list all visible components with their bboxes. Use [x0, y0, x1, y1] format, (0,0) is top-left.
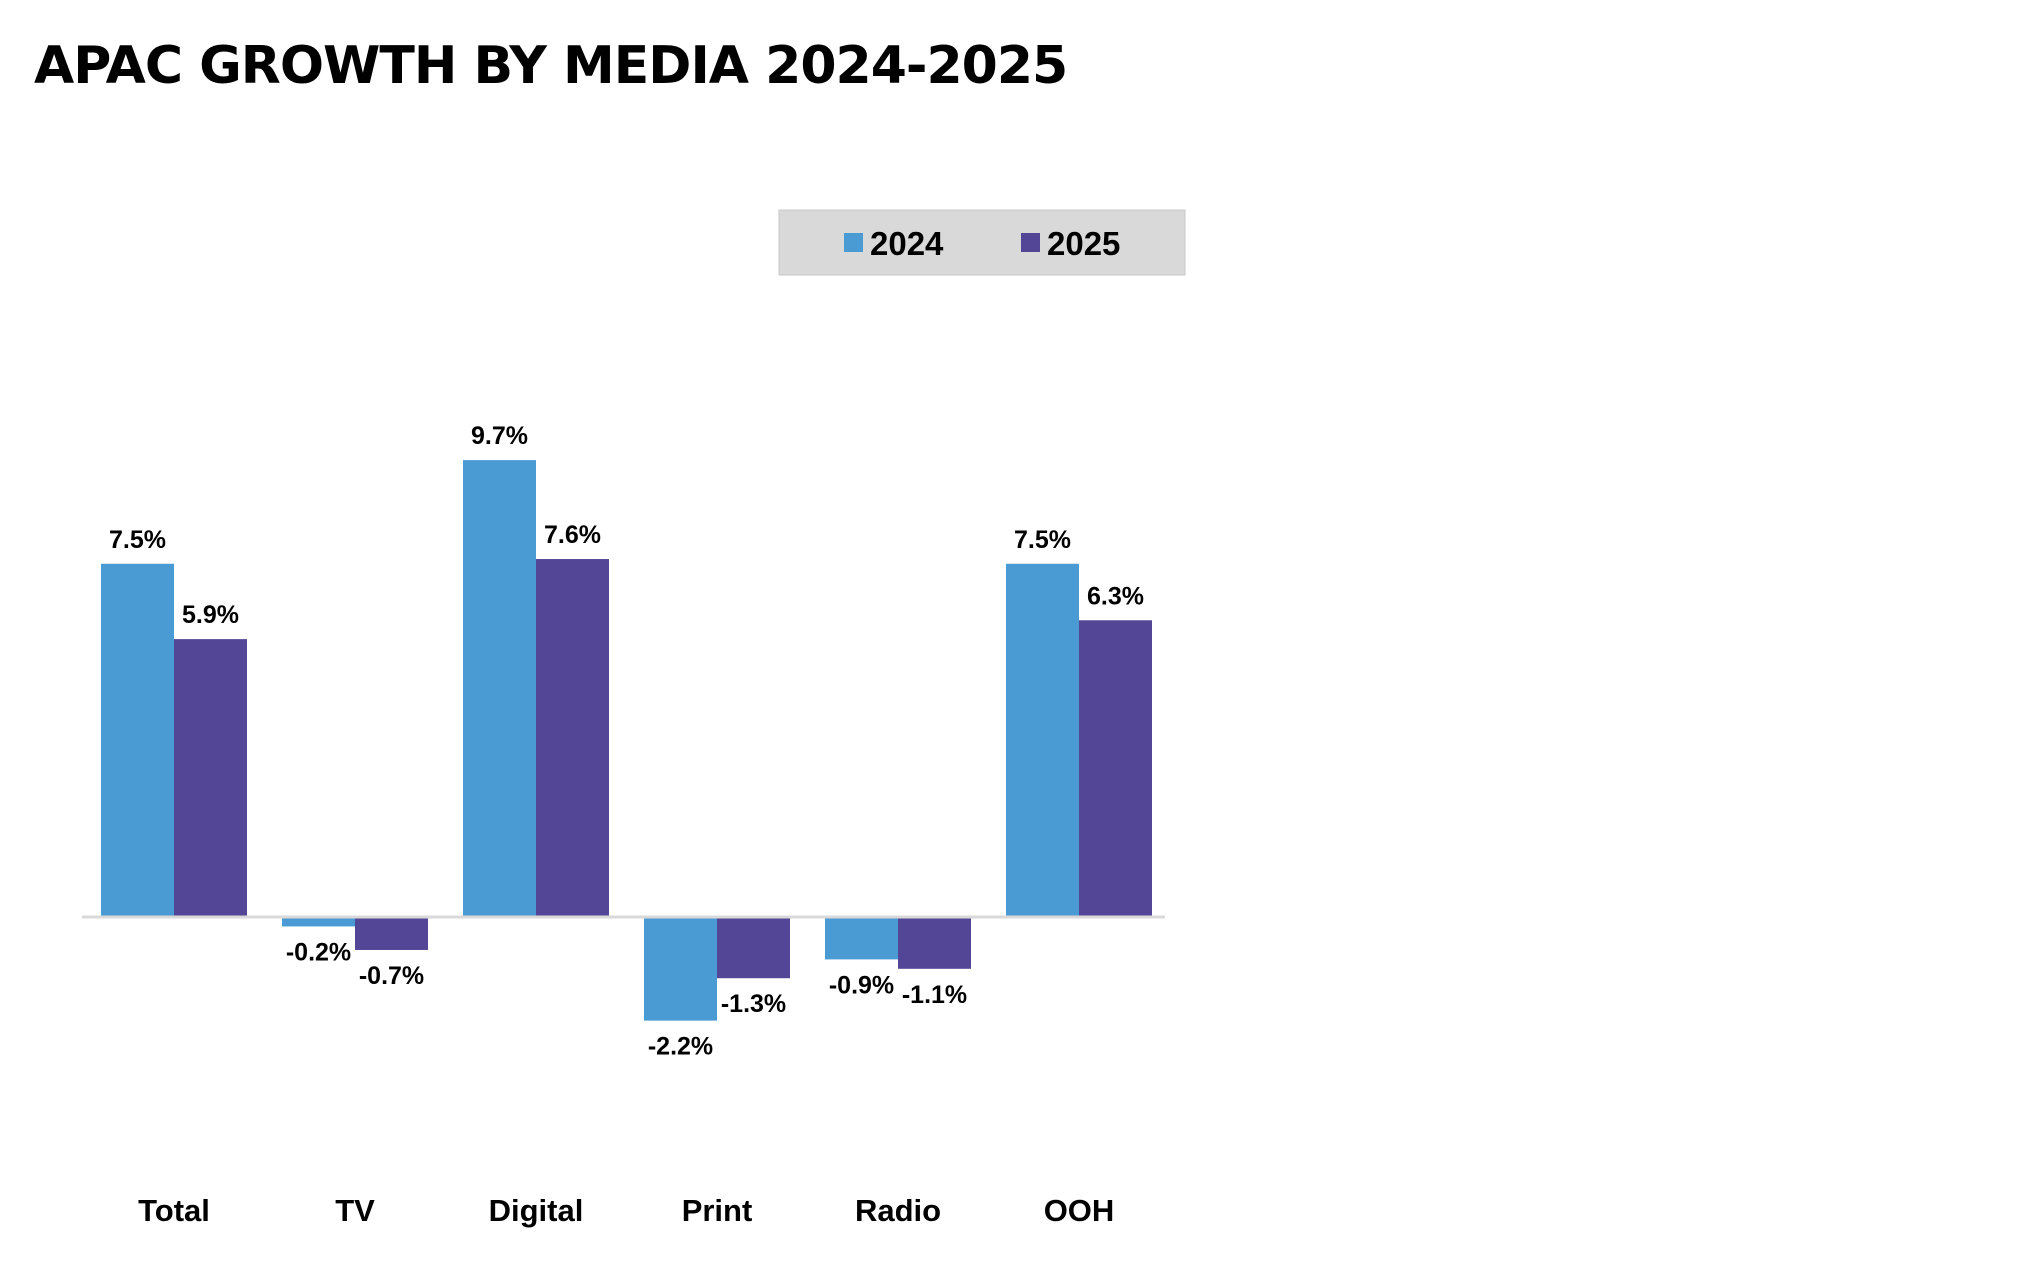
category-label-ooh: OOH [1044, 1193, 1115, 1228]
data-label-2024-digital: 9.7% [471, 422, 528, 450]
data-label-2024-ooh: 7.5% [1014, 526, 1071, 554]
bar-2024-radio [825, 917, 898, 960]
bar-2025-ooh [1079, 620, 1152, 917]
bar-2024-total [101, 563, 174, 917]
bar-2025-digital [536, 559, 609, 917]
chart-title: APAC GROWTH BY MEDIA 2024-2025 [34, 36, 1068, 96]
legend-label-2025: 2025 [1047, 225, 1120, 262]
legend-label-2024: 2024 [870, 225, 944, 262]
bar-2024-digital [463, 460, 536, 917]
data-label-2024-total: 7.5% [109, 526, 166, 554]
bar-2025-tv [355, 917, 428, 950]
data-label-2025-print: -1.3% [721, 990, 786, 1018]
category-label-radio: Radio [855, 1193, 941, 1228]
data-label-2025-tv: -0.7% [359, 962, 424, 990]
legend-box [778, 209, 1186, 276]
category-label-total: Total [138, 1193, 210, 1228]
data-label-2025-ooh: 6.3% [1087, 582, 1144, 610]
data-label-2024-print: -2.2% [648, 1033, 713, 1061]
bar-2025-total [174, 639, 247, 917]
legend-swatch-2025 [1021, 233, 1040, 252]
category-label-digital: Digital [489, 1193, 584, 1228]
bar-2024-tv [282, 917, 355, 927]
bar-2025-radio [898, 917, 971, 969]
category-label-print: Print [682, 1193, 753, 1228]
data-label-2025-total: 5.9% [182, 601, 239, 629]
bar-2025-print [717, 917, 790, 979]
data-label-2024-radio: -0.9% [829, 971, 894, 999]
data-label-2025-digital: 7.6% [544, 521, 601, 549]
data-label-2025-radio: -1.1% [902, 981, 967, 1009]
bar-2024-print [644, 917, 717, 1021]
bar-2024-ooh [1006, 563, 1079, 917]
category-label-tv: TV [335, 1193, 375, 1228]
legend-swatch-2024 [844, 233, 863, 252]
data-label-2024-tv: -0.2% [286, 938, 351, 966]
